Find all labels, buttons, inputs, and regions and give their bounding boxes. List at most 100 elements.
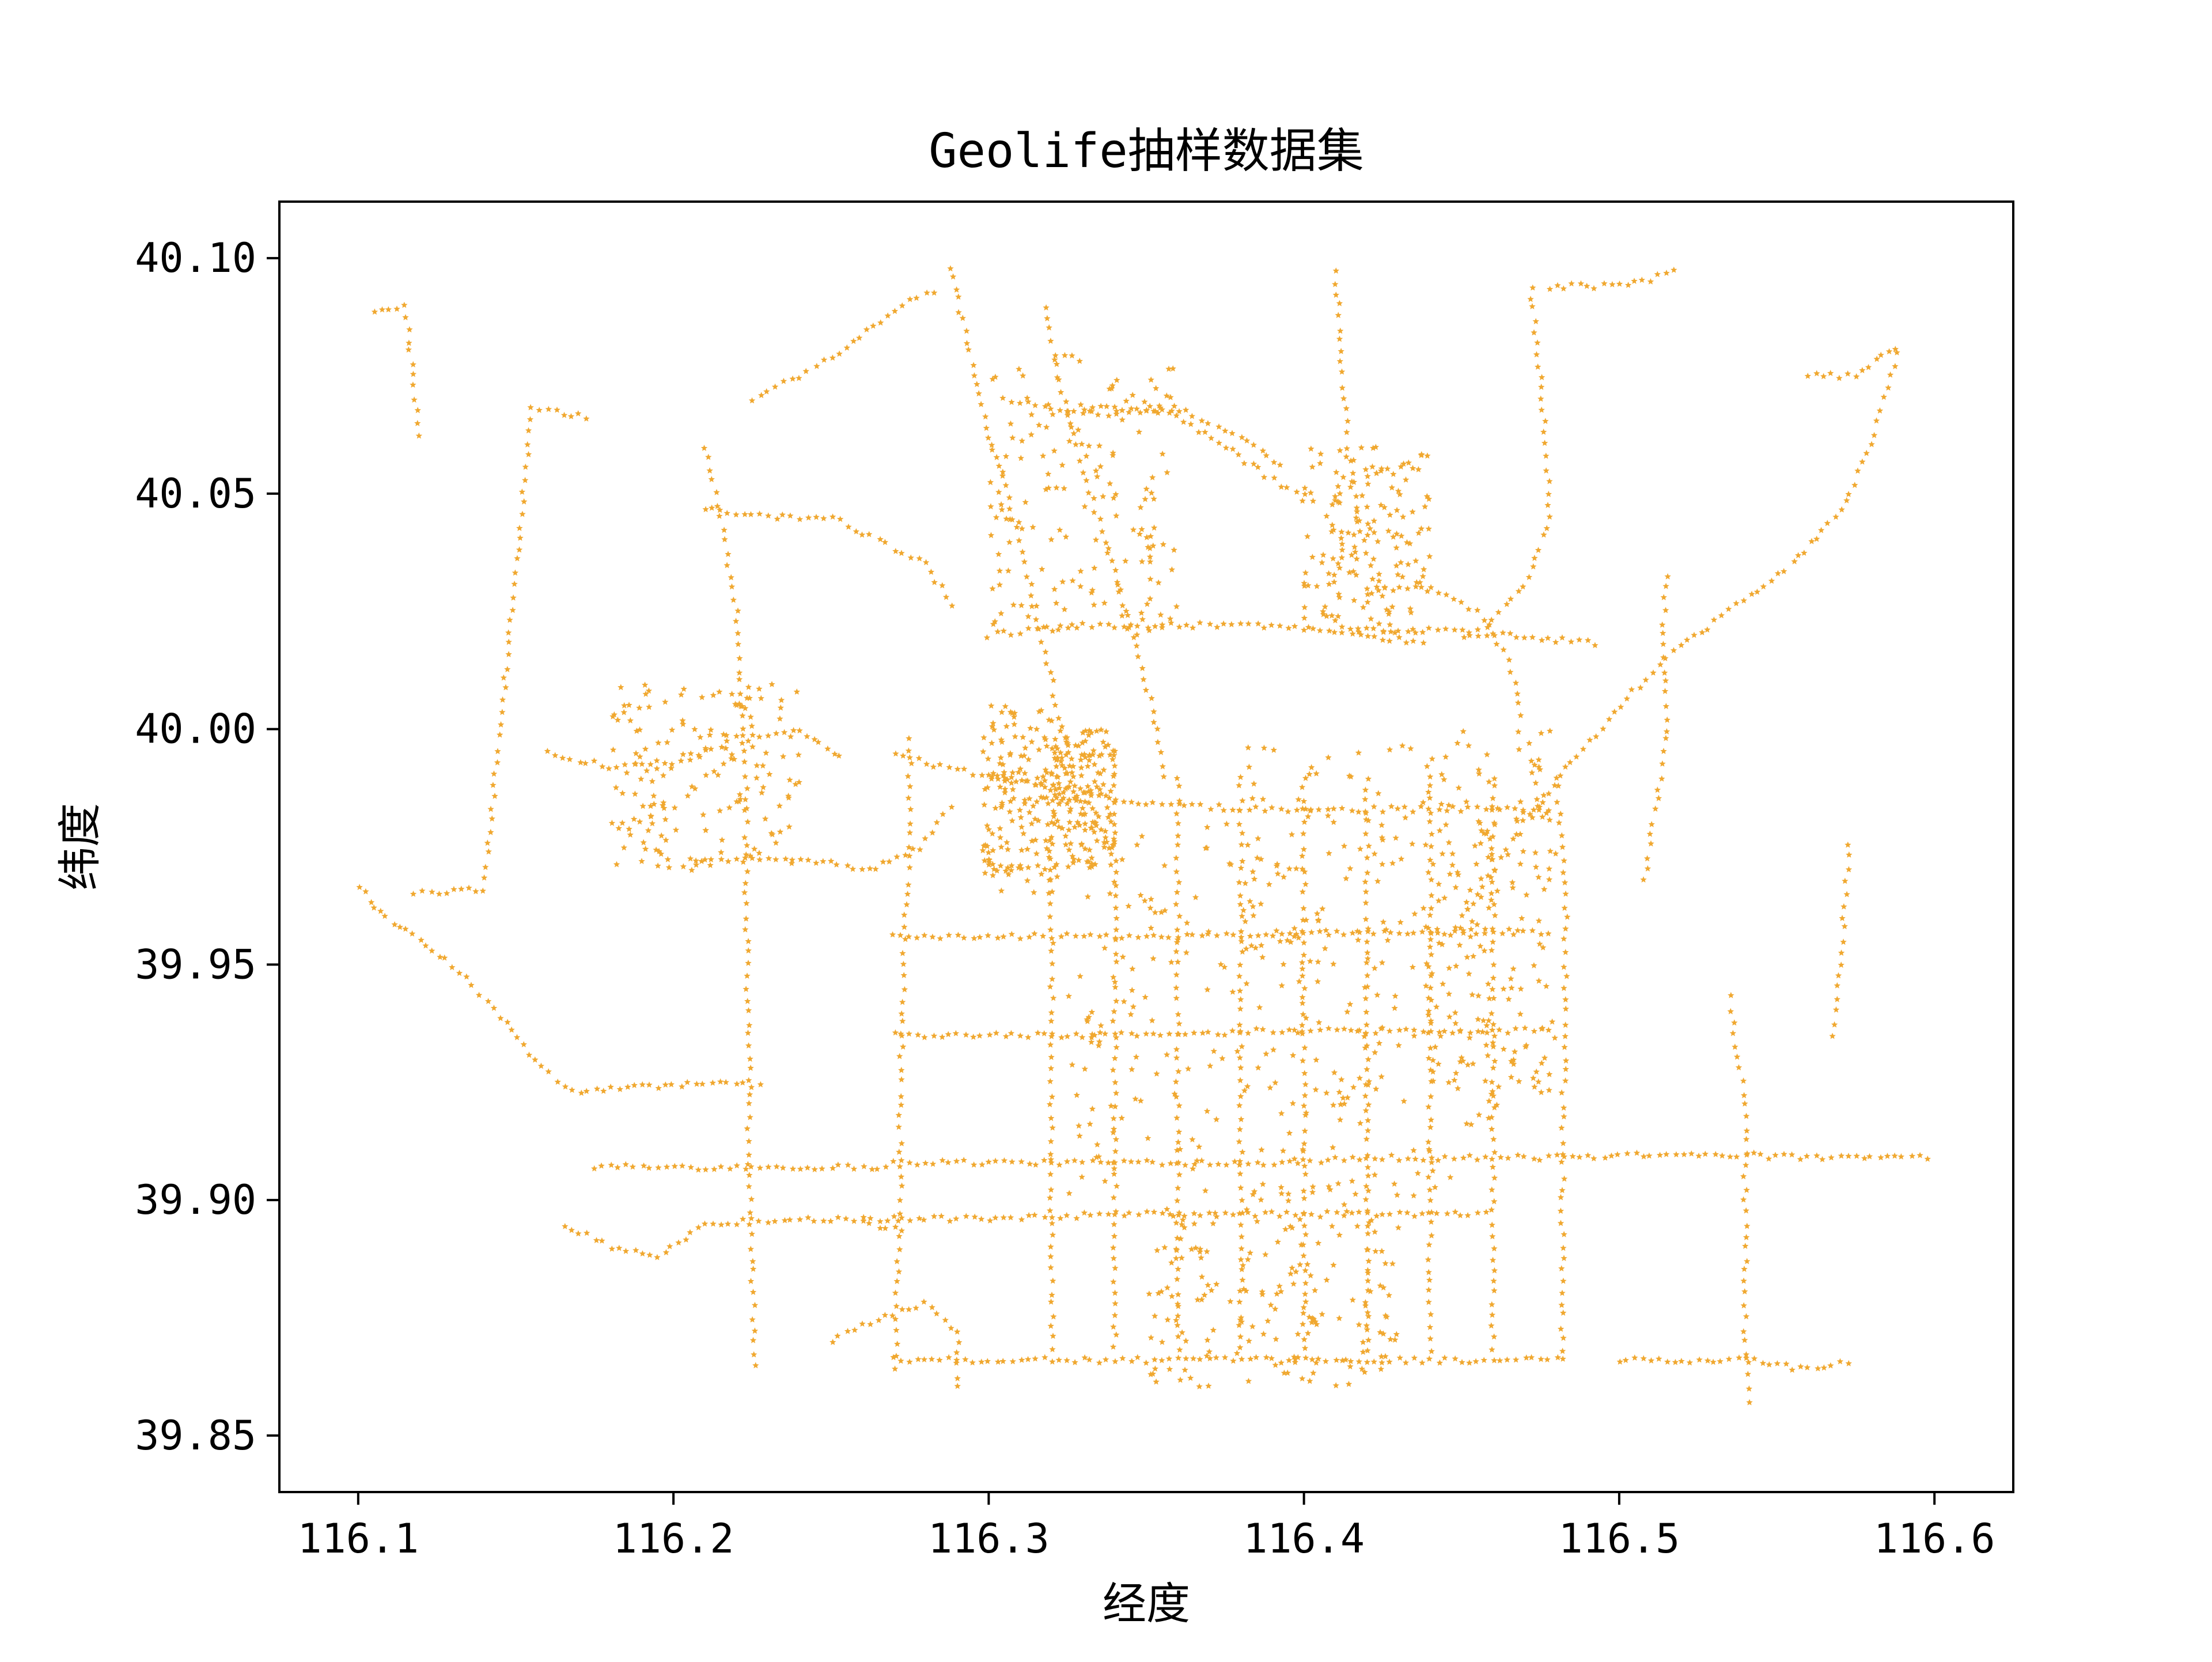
data-point [1347,483,1354,490]
data-point [1559,1151,1566,1157]
data-point [725,551,732,557]
data-point [1017,935,1024,942]
data-point [1301,868,1308,875]
data-point [896,1053,903,1059]
data-point [1781,567,1787,574]
data-point [1336,1231,1343,1238]
data-point [1093,1153,1100,1160]
data-point [1365,817,1372,824]
data-point [1167,393,1174,400]
data-point [1515,588,1522,595]
data-point [752,1362,759,1369]
data-point [1025,756,1032,763]
data-point [1047,1298,1055,1305]
data-point [915,1356,922,1362]
data-point [723,732,730,739]
data-point [1480,1017,1487,1024]
data-point [1088,589,1095,596]
data-point [1237,1256,1244,1263]
data-point [1196,1212,1204,1218]
data-point [1112,904,1119,911]
data-point [664,739,671,745]
data-point [756,685,763,692]
data-point [1480,830,1487,836]
data-point [654,1254,661,1260]
data-point [1490,1333,1498,1340]
data-point [1051,447,1058,454]
data-point [1410,1147,1417,1153]
data-point [521,476,529,483]
data-point [1236,1287,1244,1294]
data-point [1326,627,1333,634]
data-point [1427,1218,1435,1225]
data-point [1631,278,1638,284]
data-point [1091,778,1099,785]
data-point [1090,509,1097,516]
data-point [441,954,448,961]
data-point [1137,503,1144,510]
data-point [975,390,982,397]
data-point [922,835,929,842]
data-point [1293,489,1300,495]
data-point [1011,709,1018,716]
data-point [1176,1102,1183,1109]
data-point [1425,1256,1431,1263]
data-point [1428,876,1435,883]
data-point [1187,421,1194,427]
data-point [1397,919,1404,925]
data-point [669,726,676,733]
data-point [1464,804,1471,810]
data-point [1190,1165,1196,1172]
data-point [990,865,998,872]
data-point [1128,405,1135,412]
data-point [1298,783,1306,790]
data-point [1237,928,1245,934]
data-point [1357,845,1363,852]
data-point [593,1085,601,1092]
data-point [1363,816,1370,823]
data-point [1661,669,1668,676]
data-point [921,1216,927,1223]
data-point [820,1217,827,1224]
data-point [730,596,737,603]
data-point [1053,773,1060,779]
data-point [370,904,377,911]
data-point [1236,1298,1243,1305]
data-point [1299,994,1306,1001]
data-point [962,1356,969,1362]
data-point [1486,778,1493,785]
data-point [1475,633,1482,639]
data-point [899,302,906,309]
data-point [804,733,810,740]
data-point [1531,1155,1537,1162]
data-point [1032,1355,1039,1362]
data-point [1078,764,1085,771]
data-point [1291,623,1298,629]
data-point [1663,270,1670,276]
data-point [668,760,676,767]
data-point [1393,1331,1400,1337]
data-point [1128,987,1135,993]
data-point [1475,766,1482,773]
data-point [1463,899,1470,906]
data-point [1236,1102,1243,1108]
data-point [1525,574,1533,580]
data-point [1147,1334,1154,1341]
data-point [1102,1356,1109,1362]
data-point [630,815,638,822]
data-point [646,1251,653,1258]
data-point [1562,1066,1569,1072]
data-point [997,825,1003,832]
data-point [1460,728,1467,735]
data-point [1305,623,1312,630]
data-point [1079,739,1086,746]
data-point [929,829,936,836]
data-point [829,354,836,361]
data-point [1112,857,1120,864]
data-point [1486,995,1493,1002]
data-point [1166,409,1173,416]
data-point [1640,1153,1647,1160]
data-point [1073,1214,1080,1221]
data-point [1109,1066,1116,1073]
data-point [1535,763,1543,770]
